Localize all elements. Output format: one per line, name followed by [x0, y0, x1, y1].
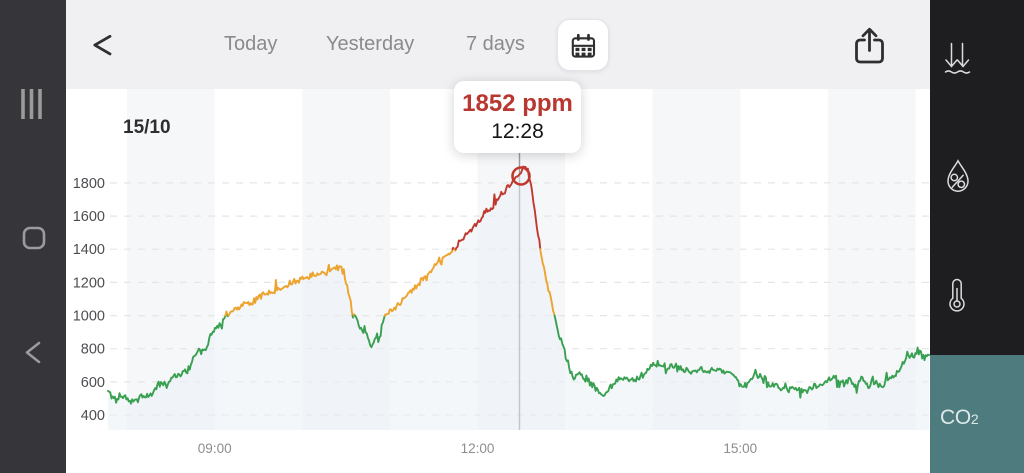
svg-text:400: 400 — [81, 408, 105, 424]
svg-text:1400: 1400 — [73, 242, 105, 258]
svg-text:1200: 1200 — [73, 275, 105, 291]
svg-text:12:00: 12:00 — [461, 441, 495, 456]
svg-text:15:00: 15:00 — [723, 441, 757, 456]
svg-text:800: 800 — [81, 342, 105, 358]
svg-text:09:00: 09:00 — [198, 441, 232, 456]
svg-text:600: 600 — [81, 375, 105, 391]
svg-text:1600: 1600 — [73, 209, 105, 225]
svg-text:1800: 1800 — [73, 176, 105, 192]
svg-text:1000: 1000 — [73, 309, 105, 325]
